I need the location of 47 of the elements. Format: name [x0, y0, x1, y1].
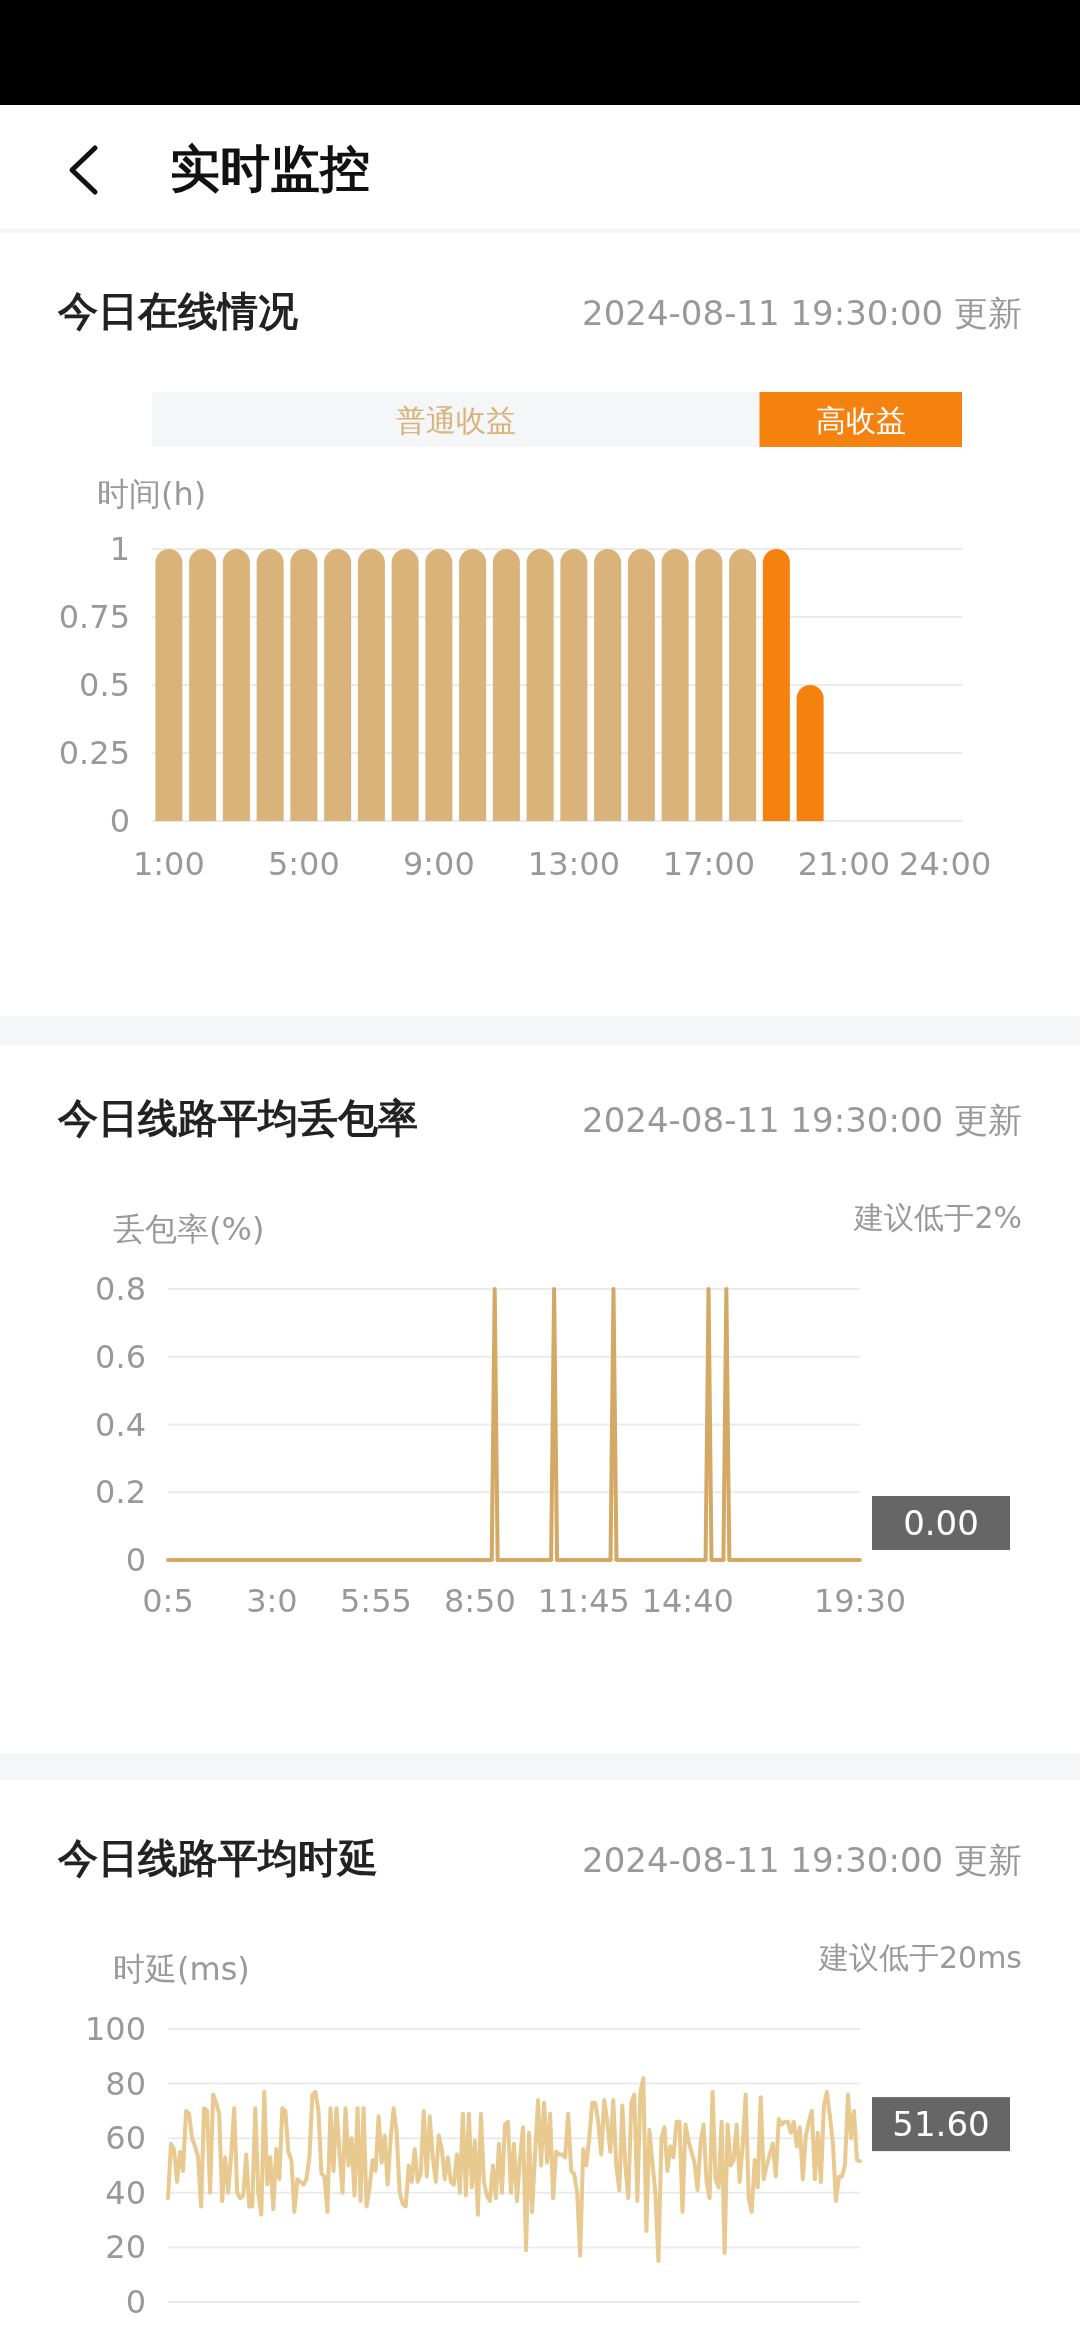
line-series: [166, 2076, 862, 2264]
text: 建议低于20ms: [817, 1940, 1022, 1975]
x-tick-label: 19:30: [813, 1582, 907, 1620]
x-tick-label: 14:40: [641, 1582, 734, 1620]
x-tick-label: 21:00: [797, 845, 890, 883]
text: 普通收益: [395, 403, 516, 438]
y-tick-label: 0: [125, 1541, 146, 1579]
y-tick-label: 40: [105, 2173, 146, 2212]
y-tick-label: 80: [105, 2064, 146, 2103]
y-tick-label: 1: [109, 530, 130, 568]
y-axis-title: 丢包率(%): [113, 1210, 265, 1248]
y-tick-label: 0.8: [95, 1270, 146, 1308]
y-tick-label: 0.4: [95, 1405, 146, 1444]
text: 高收益: [815, 403, 906, 438]
text: 建议低于2%: [853, 1200, 1022, 1235]
x-tick-label: 13:00: [527, 845, 620, 883]
y-tick-label: 0.6: [95, 1337, 146, 1376]
y-tick-label: 100: [84, 2010, 146, 2048]
x-tick-label: 9:00: [402, 845, 475, 883]
chart-title: 今日线路平均丢包率: [57, 1095, 418, 1141]
x-tick-label: 8:50: [443, 1582, 516, 1620]
x-tick-label: 1:00: [132, 845, 205, 883]
y-tick-label: 20: [105, 2228, 146, 2267]
chart-subtitle: 2024-08-11 19:30:00 更新: [582, 1100, 1022, 1140]
y-tick-label: 0.2: [95, 1473, 146, 1512]
y-tick-label: 0.75: [58, 598, 130, 636]
y-tick-label: 60: [105, 2119, 146, 2158]
y-tick-label: 0: [109, 802, 130, 840]
chart-title: 今日线路平均时延: [57, 1835, 378, 1881]
y-tick-label: 0.25: [58, 734, 130, 772]
y-tick-label: 0: [125, 2283, 146, 2321]
text: 实时监控: [170, 140, 370, 198]
text: 51.60: [892, 2104, 990, 2145]
x-tick-label: 3:0: [246, 1582, 298, 1620]
x-tick-label: 11:45: [537, 1582, 630, 1620]
y-axis-title: 时延(ms): [113, 1950, 250, 1988]
chart-subtitle: 2024-08-11 19:30:00 更新: [582, 1840, 1022, 1880]
x-tick-label: 5:00: [267, 845, 340, 883]
x-tick-label: 24:00: [899, 845, 992, 883]
y-tick-label: 0.5: [79, 666, 130, 704]
x-tick-label: 0:5: [142, 1582, 194, 1620]
chart-title: 今日在线情况: [57, 288, 298, 334]
annotation: 0.00: [903, 1503, 979, 1543]
chart-subtitle: 2024-08-11 19:30:00 更新: [582, 293, 1022, 333]
y-axis-title: 时间(h): [97, 475, 207, 513]
x-tick-label: 5:55: [339, 1582, 412, 1620]
x-tick-label: 17:00: [662, 845, 755, 883]
